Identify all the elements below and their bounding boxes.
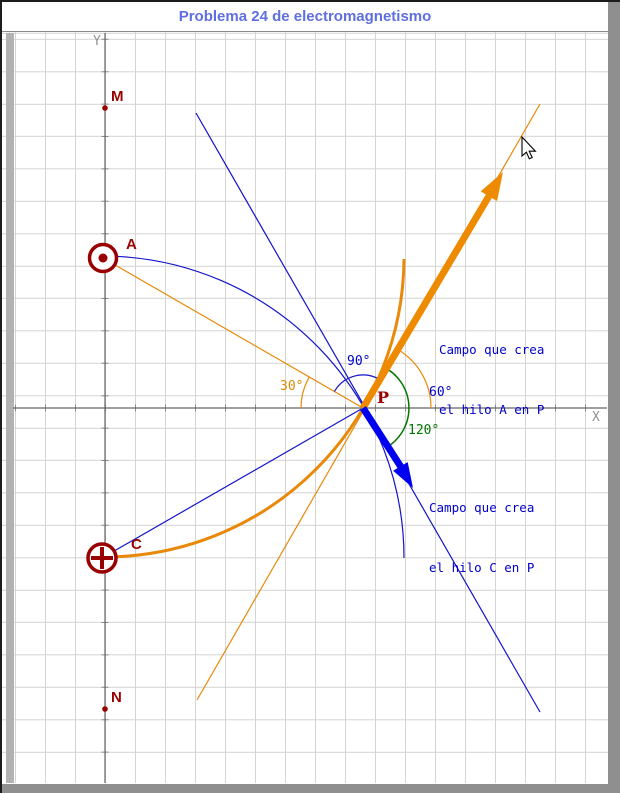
left-gutter bbox=[6, 33, 14, 783]
window-border-bottom bbox=[2, 784, 608, 793]
window-border-top bbox=[0, 0, 620, 2]
title-bar: Problema 24 de electromagnetismo bbox=[2, 2, 608, 31]
window-border-left bbox=[0, 0, 2, 793]
window-title: Problema 24 de electromagnetismo bbox=[178, 8, 432, 25]
applet-canvas[interactable] bbox=[2, 32, 608, 783]
window-border-right bbox=[608, 2, 620, 793]
title-separator bbox=[2, 31, 608, 32]
